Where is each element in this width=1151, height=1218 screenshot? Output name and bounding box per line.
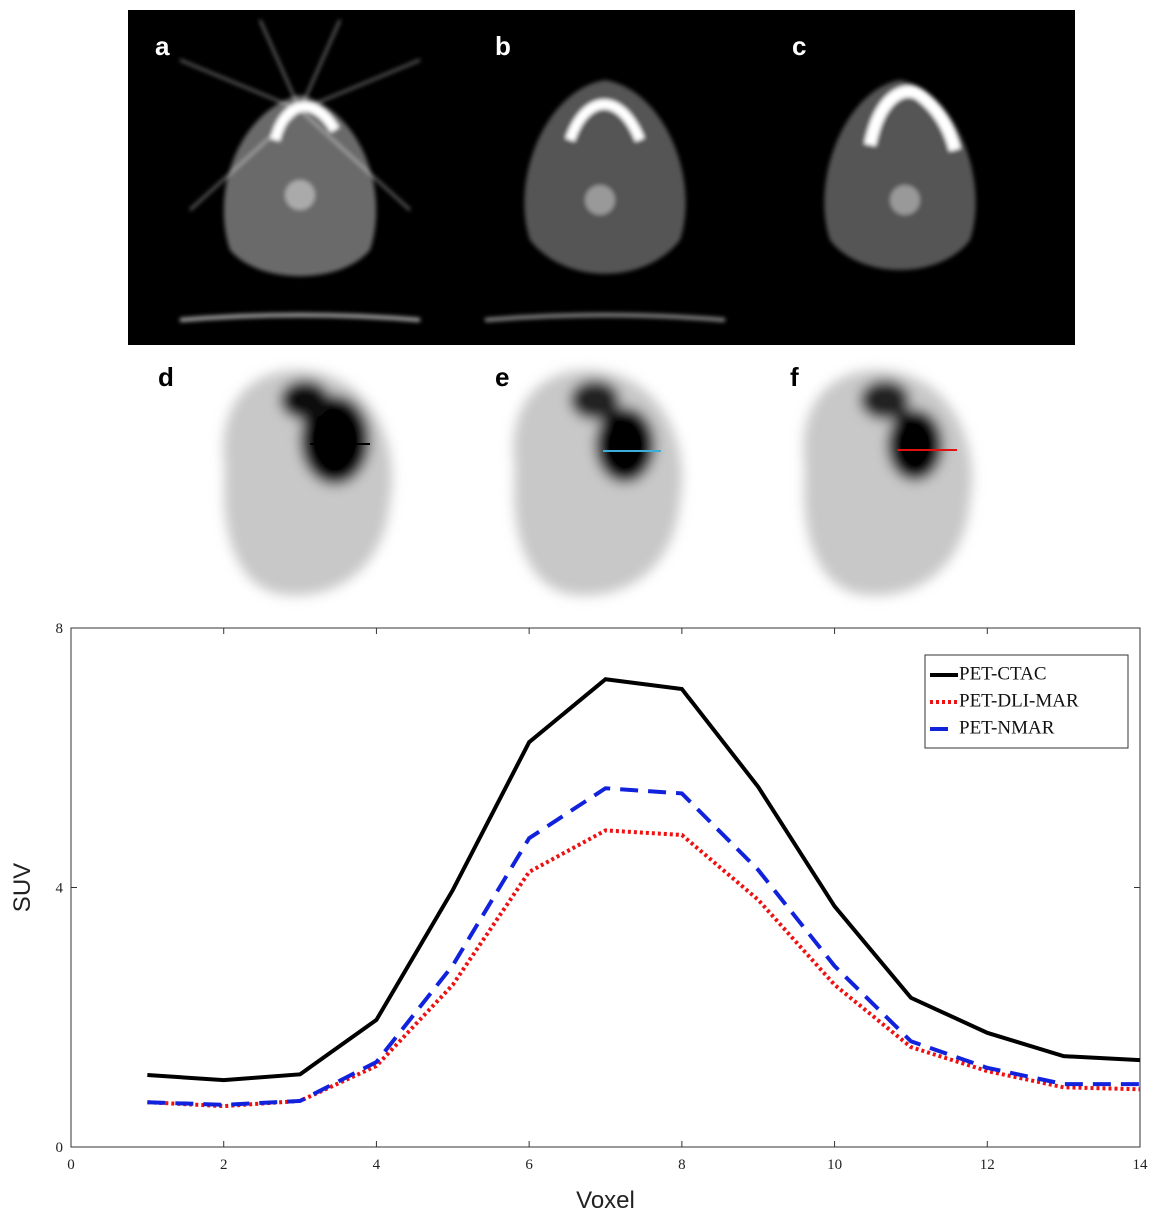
x-tick-label: 12	[980, 1157, 995, 1173]
legend-box	[924, 654, 1129, 749]
pet-images	[223, 370, 973, 596]
x-tick-label: 4	[373, 1157, 381, 1173]
legend-label: PET-NMAR	[959, 717, 1055, 738]
series-line	[147, 786, 1140, 1107]
x-tick-label: 10	[827, 1157, 842, 1173]
panel-label: a	[155, 31, 170, 61]
legend-label: PET-CTAC	[959, 663, 1047, 684]
x-tick-label: 2	[220, 1157, 228, 1173]
series-line	[147, 828, 1141, 1109]
panel-label: b	[495, 31, 511, 61]
x-tick-label: 0	[67, 1157, 75, 1173]
panel-label: d	[158, 362, 174, 392]
x-tick-label: 6	[525, 1157, 533, 1173]
panel-label: e	[495, 362, 509, 392]
ct-images	[179, 19, 976, 322]
y-axis-label: SUV	[9, 863, 36, 912]
y-tick-label: 8	[56, 621, 64, 637]
x-tick-label: 14	[1133, 1157, 1149, 1173]
x-tick-label: 8	[678, 1157, 686, 1173]
x-axis-label: Voxel	[576, 1187, 635, 1214]
panel-label: f	[790, 362, 799, 392]
panel-label: c	[792, 31, 806, 61]
series-line	[147, 677, 1141, 1083]
legend-label: PET-DLI-MAR	[959, 690, 1079, 711]
y-tick-label: 4	[56, 881, 64, 897]
y-tick-label: 0	[56, 1140, 64, 1156]
